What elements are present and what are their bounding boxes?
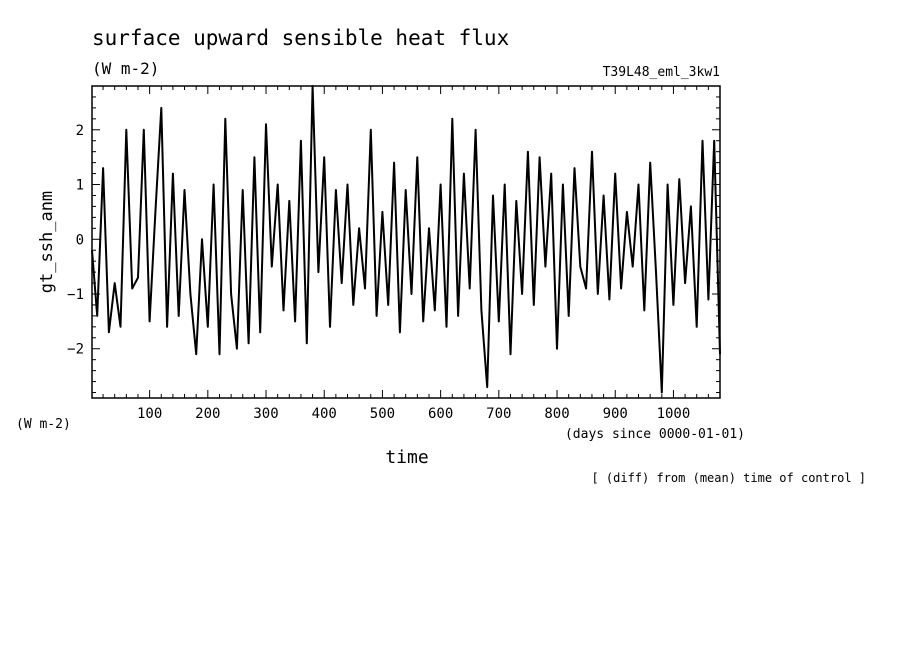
x-tick-label: 100 (137, 406, 162, 422)
y-tick-label: 0 (76, 232, 84, 248)
plot-frame (91, 85, 721, 399)
x-axis-label: time (385, 447, 428, 468)
x-tick-label: 600 (428, 406, 453, 422)
axis-ticks (92, 85, 721, 398)
x-tick-label: 800 (544, 406, 569, 422)
x-tick-label: 500 (370, 406, 395, 422)
plot-area: −2 −1 0 1 2 100 200 300 400 500 600 700 800 900 1000 (67, 85, 721, 422)
x-tick-labels: 100 200 300 400 500 600 700 800 900 1000 (137, 406, 690, 422)
x-tick-label: 400 (312, 406, 337, 422)
y-units-label: (W m-2) (16, 417, 71, 432)
y-tick-label: 1 (76, 178, 84, 194)
x-tick-label: 200 (195, 406, 220, 422)
chart-title: surface upward sensible heat flux (92, 26, 509, 50)
x-units-label: (days since 0000-01-01) (565, 427, 745, 442)
y-tick-label: −2 (67, 342, 84, 358)
footnote: [ (diff) from (mean) time of control ] (591, 471, 866, 485)
y-tick-label: −1 (67, 287, 84, 303)
x-tick-label: 700 (486, 406, 511, 422)
x-tick-label: 900 (603, 406, 628, 422)
y-axis-label: gt_ssh_anm (37, 191, 57, 293)
y-tick-labels: −2 −1 0 1 2 (67, 123, 84, 358)
experiment-label: T39L48_eml_3kw1 (603, 65, 720, 80)
x-tick-label: 300 (253, 406, 278, 422)
x-tick-label: 1000 (657, 406, 691, 422)
y-tick-label: 2 (76, 123, 84, 139)
chart-units: (W m-2) (92, 59, 159, 78)
series-line (91, 85, 721, 394)
